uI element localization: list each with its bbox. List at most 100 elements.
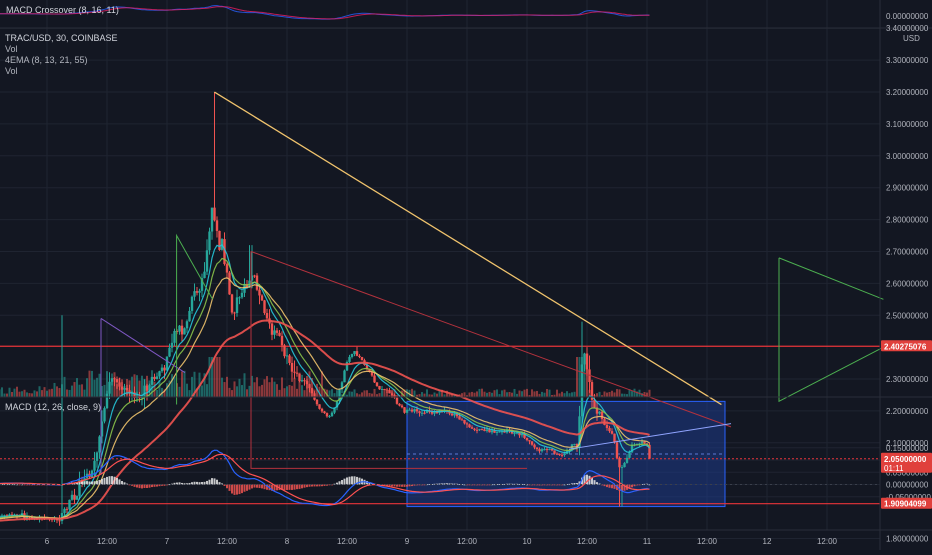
candle-body [323,411,326,414]
candle-body [580,364,584,417]
time-axis-label: 8 [285,537,290,546]
candle-body [3,515,6,517]
candle-body [278,332,281,336]
macd-hist-bar [226,484,228,489]
macd-hist-bar [466,484,468,486]
macd-hist-bar [608,484,611,488]
candle-body [598,411,601,414]
candle-body [503,431,506,433]
candle-body [545,449,549,451]
projected-triangle [778,257,884,403]
macd-hist-bar [323,484,326,486]
candle-body [343,370,346,383]
macd-hist-bar [398,484,401,487]
macd-hist-bar [288,484,291,490]
macd-hist-bar [548,484,551,486]
price-legend[interactable]: TRAC/USD, 30, COINBASE Vol 4EMA (8, 13, … [5,33,118,77]
macd-hist-bar [238,484,241,495]
candle-body [238,297,241,299]
time-axis-label: 9 [405,537,410,546]
volume-bar [186,383,188,397]
volume-bar [81,384,83,397]
macd-pane[interactable] [0,449,880,507]
candle-body [230,294,234,313]
price-axis[interactable]: 0.00000000 3.40000000 3.30000000 3.20000000… [886,12,931,543]
volume-bar [358,394,361,397]
overlay-vol-2[interactable]: Vol [5,66,18,76]
volume-bar [291,385,293,397]
macd-hist-bar [461,484,463,486]
candle-body [510,430,514,434]
candle-body [583,353,586,365]
macd-hist-bar [386,484,388,487]
macd-crossover-pane[interactable] [0,5,650,20]
candle-body [485,429,489,432]
macd-hist-bar [418,484,421,486]
macd-hist-bar [3,484,6,486]
macd-hist-bar [483,484,486,486]
volume-bar [543,392,546,397]
macd-hist-bar [498,484,501,485]
macd-hist-bar [538,484,541,486]
volume-bar [211,357,213,397]
candle-body [98,436,101,453]
candle-body [108,381,111,394]
price-badge-bg-0 [881,340,932,352]
volume-bar [556,389,558,397]
drawings-front[interactable] [100,91,884,475]
volume-bar [403,389,406,397]
volume-bar [173,376,176,397]
candle-body [628,452,631,458]
macd-crossover-legend[interactable]: MACD Crossover (8, 16, 11) [6,5,119,16]
volume-bar [256,377,258,397]
macd-hist-bar [148,484,151,488]
volume-bar [433,392,436,397]
overlay-4ema[interactable]: 4EMA (8, 13, 21, 55) [5,55,88,65]
price-axis-label: 2.60000000 [886,279,929,288]
volume-bar [41,390,43,397]
top-axis-label: 0.00000000 [886,12,929,21]
macd-hist-bar [216,479,218,485]
candle-body [105,393,109,409]
candle-body [555,453,559,455]
volume-bar [111,379,113,397]
candle-body [263,300,266,314]
time-axis-label: 12:00 [97,537,118,546]
macd-hist-bar [433,483,436,485]
macd-hist-bar [243,484,246,492]
macd-hist-bar [416,484,418,486]
macd-hist-bar [281,484,283,490]
candle-body [250,275,254,281]
macd-hist-bar [573,483,576,485]
macd-hist-bar [643,483,646,485]
volume-bar [193,371,196,397]
macd-hist-bar [263,484,266,490]
macd-hist-bar [456,483,458,485]
candle-body [115,379,119,383]
volume-bar [518,390,521,397]
volume-bar [508,391,511,397]
macd-hist-bar [313,484,316,487]
candle-body [158,371,161,377]
volume-bar [466,395,468,397]
macd-legend[interactable]: MACD (12, 26, close, 9) [5,402,101,413]
candle-body [538,449,541,452]
overlay-vol-1[interactable]: Vol [5,44,18,54]
candle-body [125,387,129,391]
candle-body [288,355,291,363]
macd-axis-label: 0.00000000 [886,481,929,490]
volume-bar [616,389,618,397]
candle-body [615,442,619,458]
volume-bar [248,385,251,397]
macd-hist-bar [101,478,103,485]
volume-bar [426,389,428,397]
candle-body [378,385,381,390]
volume-bar [141,375,143,397]
macd-hist-bar [368,482,371,485]
volume-bar [48,389,51,397]
volume-bar [438,389,441,397]
candle-body [393,394,396,398]
volume-bar [418,394,421,397]
time-axis[interactable]: 6 12:00 7 12:00 8 12:00 9 12:00 10 12:00 11 12:00 12… [45,537,838,546]
